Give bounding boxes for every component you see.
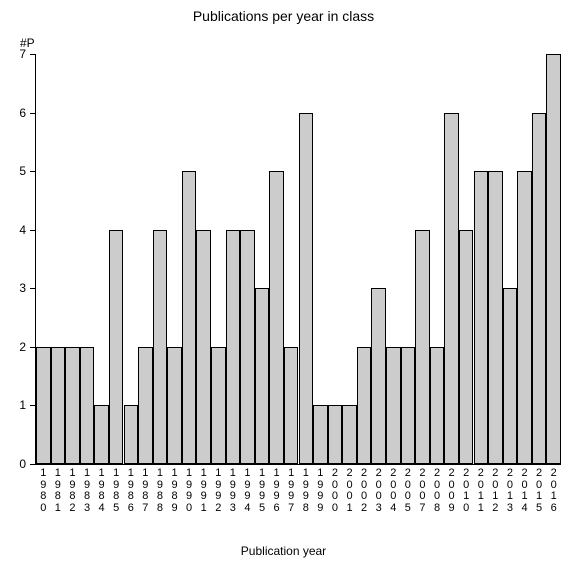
bar xyxy=(386,347,401,464)
x-tick-label: 1994 xyxy=(240,468,255,514)
bar xyxy=(546,54,561,464)
bar xyxy=(182,171,197,464)
x-axis-title: Publication year xyxy=(0,544,567,558)
x-tick-label: 1989 xyxy=(167,468,182,514)
bar xyxy=(503,288,518,464)
y-tick-label: 1 xyxy=(19,398,26,412)
bar xyxy=(36,347,51,464)
x-tick-label: 2003 xyxy=(371,468,386,514)
bar xyxy=(444,113,459,464)
y-tick xyxy=(30,113,36,114)
x-tick-label: 1997 xyxy=(284,468,299,514)
x-tick-label: 1993 xyxy=(226,468,241,514)
bar xyxy=(226,230,241,464)
bar xyxy=(357,347,372,464)
x-tick-label: 2011 xyxy=(473,468,488,514)
bar xyxy=(124,405,139,464)
y-tick-label: 2 xyxy=(19,340,26,354)
bar xyxy=(51,347,66,464)
y-tick-label: 4 xyxy=(19,223,26,237)
chart-title: Publications per year in class xyxy=(0,8,567,24)
y-tick-label: 5 xyxy=(19,164,26,178)
chart-container: Publications per year in class #P 012345… xyxy=(0,0,567,567)
bar xyxy=(138,347,153,464)
bar xyxy=(65,347,80,464)
x-tick-label: 1998 xyxy=(298,468,313,514)
bar xyxy=(459,230,474,464)
bar xyxy=(299,113,314,464)
x-tick-label: 2002 xyxy=(357,468,372,514)
y-tick xyxy=(30,171,36,172)
bar xyxy=(415,230,430,464)
x-tick-label: 2005 xyxy=(401,468,416,514)
bar xyxy=(328,405,343,464)
x-tick-label: 2013 xyxy=(503,468,518,514)
x-tick-label: 2008 xyxy=(430,468,445,514)
x-tick-label: 1980 xyxy=(36,468,51,514)
x-tick-label: 1988 xyxy=(153,468,168,514)
bar xyxy=(80,347,95,464)
x-tick-label: 1983 xyxy=(80,468,95,514)
y-tick xyxy=(30,54,36,55)
x-tick-label: 2012 xyxy=(488,468,503,514)
y-tick xyxy=(30,288,36,289)
x-tick-label: 1991 xyxy=(196,468,211,514)
x-tick-label: 2007 xyxy=(415,468,430,514)
y-tick-label: 3 xyxy=(19,281,26,295)
x-tick-label: 2015 xyxy=(532,468,547,514)
bar xyxy=(517,171,532,464)
y-tick-label: 6 xyxy=(19,106,26,120)
bar xyxy=(167,347,182,464)
x-tick-label: 1999 xyxy=(313,468,328,514)
y-tick-label: 0 xyxy=(19,457,26,471)
y-tick xyxy=(30,230,36,231)
bar xyxy=(488,171,503,464)
x-tick-label: 1982 xyxy=(65,468,80,514)
bar xyxy=(371,288,386,464)
x-tick-label: 2004 xyxy=(386,468,401,514)
plot-area: 0123456719801981198219831984198519861987… xyxy=(35,54,561,465)
bar xyxy=(211,347,226,464)
x-tick-label: 2010 xyxy=(459,468,474,514)
x-tick-label: 2000 xyxy=(328,468,343,514)
x-tick-label: 1987 xyxy=(138,468,153,514)
bar xyxy=(269,171,284,464)
x-tick-label: 2009 xyxy=(444,468,459,514)
x-tick-label: 1995 xyxy=(255,468,270,514)
bar xyxy=(401,347,416,464)
y-tick xyxy=(30,464,36,465)
x-tick-label: 1990 xyxy=(182,468,197,514)
x-tick-label: 2016 xyxy=(546,468,561,514)
bar xyxy=(474,171,489,464)
bar xyxy=(153,230,168,464)
x-tick-label: 1985 xyxy=(109,468,124,514)
bar xyxy=(430,347,445,464)
bar xyxy=(109,230,124,464)
bar xyxy=(342,405,357,464)
bar xyxy=(532,113,547,464)
x-tick-label: 2014 xyxy=(517,468,532,514)
bar xyxy=(255,288,270,464)
bar xyxy=(284,347,299,464)
bar xyxy=(196,230,211,464)
y-tick-label: 7 xyxy=(19,47,26,61)
x-tick-label: 1981 xyxy=(51,468,66,514)
x-tick-label: 2001 xyxy=(342,468,357,514)
x-tick-label: 1992 xyxy=(211,468,226,514)
bar xyxy=(313,405,328,464)
x-tick-label: 1984 xyxy=(94,468,109,514)
x-tick-label: 1986 xyxy=(123,468,138,514)
bar xyxy=(240,230,255,464)
bar xyxy=(94,405,109,464)
x-tick-label: 1996 xyxy=(269,468,284,514)
